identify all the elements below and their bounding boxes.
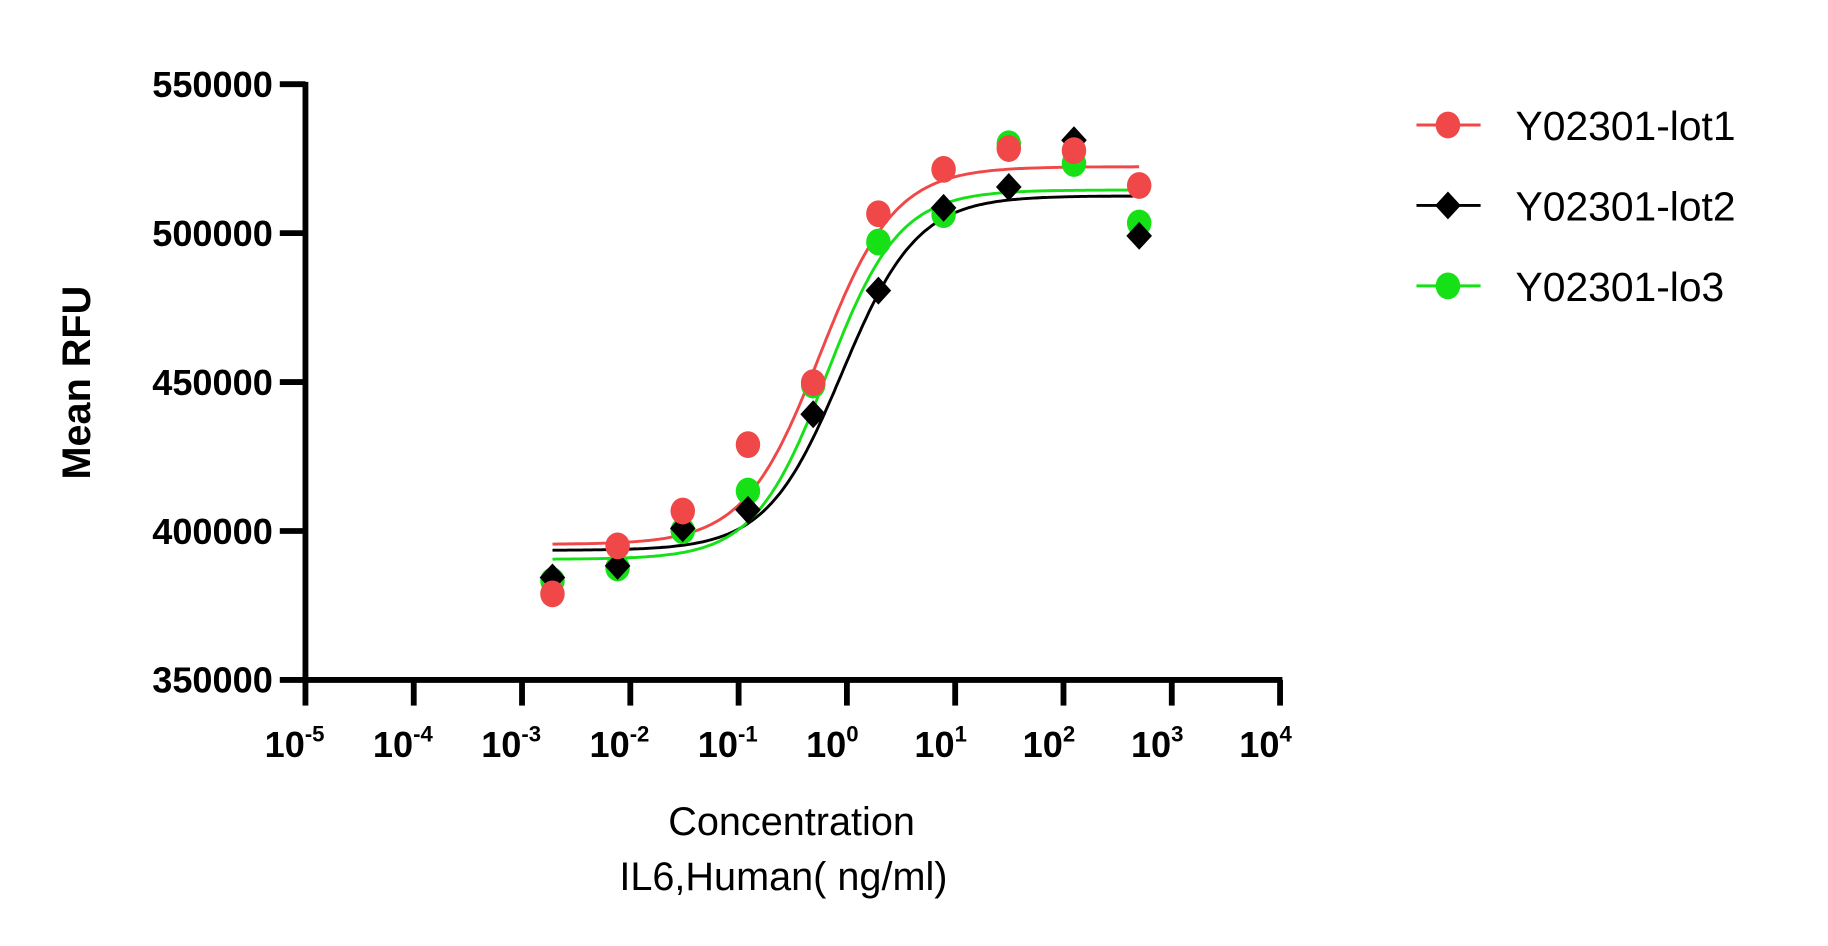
y-tick-label: 500000 [152,213,273,254]
legend-item: Y02301-lo3 [1416,264,1724,310]
y-tick-label: 550000 [152,64,273,105]
fit-curves [552,165,1140,561]
legend-item: Y02301-lot2 [1416,184,1736,230]
data-point-Y02301-lot1 [996,135,1022,162]
x-tick-label: 10-4 [373,722,434,765]
data-point-Y02301-lot2 [800,400,826,429]
x-tick-label: 100 [806,722,859,765]
data-point-Y02301-lot1 [1126,172,1152,199]
legend-label: Y02301-lot1 [1516,103,1736,149]
x-tick-label: 10-3 [481,722,541,765]
legend: Y02301-lot1 Y02301-lot2 Y02301-lo3 [1416,103,1736,310]
data-point-Y02301-lot1 [800,369,826,397]
x-tick-label: 10-1 [698,722,758,765]
data-point-Y02301-lot1 [670,497,696,525]
data-point-Y02301-lot1 [540,580,565,608]
data-point-Y02301-lo3 [866,228,891,256]
y-tick-label: 450000 [152,362,273,403]
y-axis-label: Mean RFU [55,286,99,480]
x-tick-label: 10-5 [265,722,325,765]
legend-marker [1435,272,1461,300]
fit-curve-Y02301-lot1 [552,165,1140,546]
legend-label: Y02301-lo3 [1516,264,1725,310]
data-point-Y02301-lot1 [605,532,630,560]
x-tick-label: 10-2 [590,722,650,765]
x-axis-label: Concentration [668,800,915,844]
x-axis-label-units: IL6,Human( ng/ml) [619,855,947,899]
data-point-Y02301-lot2 [865,276,892,305]
data-points [539,126,1152,608]
y-axis: 550000 500000 450000 400000 350000 [152,64,309,701]
legend-item: Y02301-lot1 [1416,103,1736,149]
data-point-Y02301-lot1 [866,200,891,228]
legend-marker [1435,111,1461,139]
data-point-Y02301-lot2 [995,172,1022,201]
x-axis: 10-5 10-4 10-3 10-2 10-1 100 101 102 103 104 [265,677,1292,765]
data-point-Y02301-lot2 [1126,221,1152,250]
data-point-Y02301-lot1 [735,431,761,459]
x-tick-label: 101 [914,722,967,765]
data-point-Y02301-lot1 [1061,137,1087,165]
x-tick-label: 102 [1023,722,1076,765]
y-tick-label: 350000 [152,660,273,701]
x-tick-label: 103 [1131,722,1184,765]
data-point-Y02301-lot1 [931,155,956,183]
x-tick-label: 104 [1239,722,1292,765]
legend-marker [1435,191,1461,220]
legend-label: Y02301-lot2 [1516,184,1736,230]
fit-curve-Y02301-lot2 [552,194,1140,552]
data-point-Y02301-lot2 [735,495,761,524]
data-point-Y02301-lo3 [735,477,761,505]
data-point-Y02301-lot2 [930,193,957,222]
y-tick-label: 400000 [152,511,273,552]
fit-curve-Y02301-lo3 [552,188,1140,561]
